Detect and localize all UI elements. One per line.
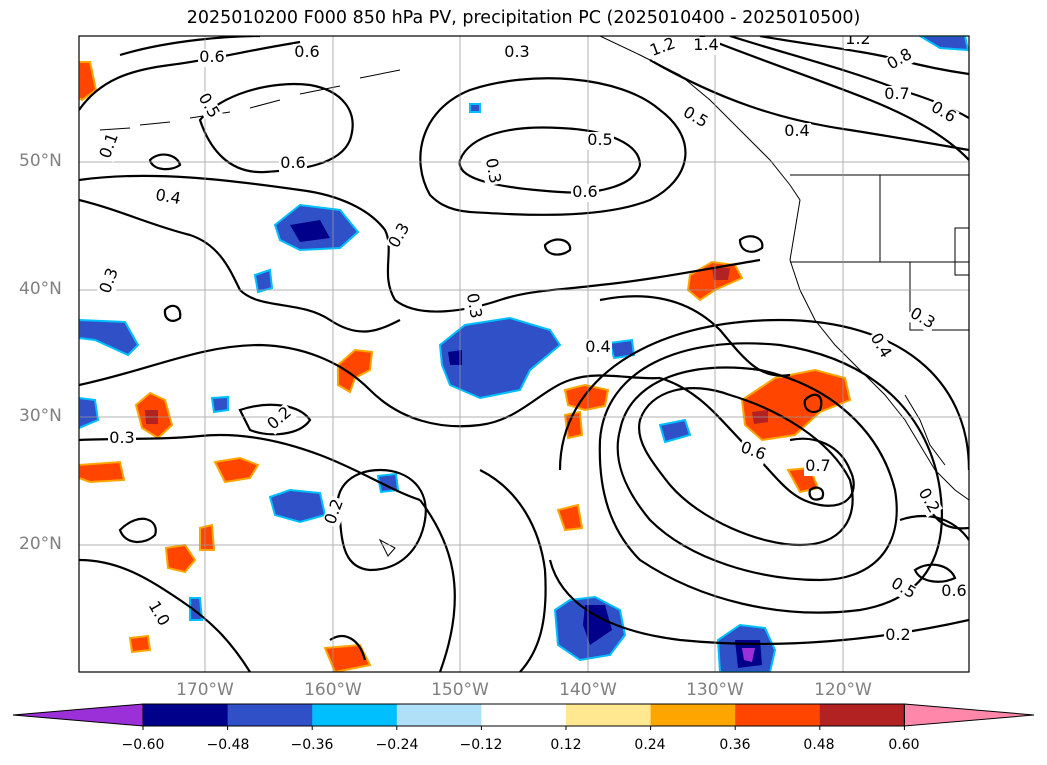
contour-label-background [905, 304, 939, 334]
contour-label: 0.4 [154, 185, 182, 208]
contour-label: 0.3 [109, 428, 134, 447]
colorbar-segment [819, 704, 905, 726]
contour-label-background [884, 627, 912, 645]
colorbar-tick-label: −0.36 [290, 737, 334, 753]
lon-label-160w: 160°W [304, 680, 362, 700]
colorbar-segment [227, 704, 313, 726]
contour-label: 1.2 [647, 33, 677, 60]
colorbar-tick-label: −0.12 [459, 737, 503, 753]
contour-label-background [678, 103, 712, 133]
lon-label-170w: 170°W [176, 680, 234, 700]
contour-label-background [883, 86, 911, 104]
contour-label: 0.6 [294, 42, 319, 61]
contour-label: 0.5 [587, 130, 612, 149]
colorbar-segment [312, 704, 398, 726]
contour-label-background [152, 186, 184, 210]
contour-label: 1.4 [693, 35, 718, 54]
colorbar-segment [481, 704, 567, 726]
lat-label-20n: 20°N [19, 534, 62, 554]
colorbar-segment [650, 704, 736, 726]
map-frame [78, 35, 970, 673]
contour-label-background [886, 574, 920, 604]
colorbar-tick-label: 0.24 [634, 737, 666, 753]
contour-label-background [96, 264, 124, 298]
contour-label-background [263, 403, 297, 435]
colorbar-tick-label: 0.12 [550, 737, 582, 753]
colorbar-segment [143, 704, 229, 726]
contour-label: 0.3 [504, 42, 529, 61]
contour-label-background [844, 36, 872, 49]
contour-label-background [108, 430, 136, 448]
lat-label-50n: 50°N [19, 151, 62, 171]
colorbar-frame [142, 703, 905, 727]
contour-label-background [646, 36, 680, 62]
colorbar-tick-label: −0.48 [206, 737, 250, 753]
contour-label: 0.6 [280, 153, 305, 172]
contour-label: 0.2 [885, 625, 910, 644]
contour-label-background [96, 129, 124, 163]
lon-label-150w: 150°W [431, 680, 489, 700]
contour-label-background [321, 495, 349, 529]
lon-label-120w: 120°W [814, 680, 872, 700]
contour-label-background [865, 329, 895, 363]
colorbar-tick-label: −0.24 [375, 737, 419, 753]
contour-label-background [198, 49, 226, 67]
contour-label-background [193, 89, 223, 123]
colorbar-extend-left [12, 703, 144, 727]
contour-label-background [584, 339, 612, 357]
precip-negative-patches [79, 36, 969, 672]
colorbar-segment [735, 704, 821, 726]
lat-label-30n: 30°N [19, 406, 62, 426]
colorbar-tick-label: −0.60 [121, 737, 165, 753]
colorbar-tick-label: 0.60 [888, 737, 920, 753]
contour-label-background [293, 44, 321, 62]
contour-label-background [480, 155, 504, 187]
lon-label-140w: 140°W [559, 680, 617, 700]
contour-label: 0.6 [199, 47, 224, 66]
colorbar-segment [396, 704, 482, 726]
contour-label-background [385, 219, 415, 253]
contour-label: 1.2 [845, 29, 870, 48]
contour-label: 0.4 [784, 121, 809, 140]
contour-label-background [279, 155, 307, 173]
contour-label-background [571, 184, 599, 202]
contour-label-background [586, 132, 614, 150]
contour-label-background [926, 98, 960, 128]
lat-label-40n: 40°N [19, 279, 62, 299]
colorbar [12, 703, 1035, 730]
colorbar-tick-label: 0.36 [719, 737, 751, 753]
contour-label: 0.3 [463, 292, 486, 320]
contour-label-background [692, 37, 720, 55]
contour-label: 0.6 [941, 581, 966, 600]
contour-label-background [461, 290, 485, 322]
map-area: 0.6 0.6 0.30.50.10.60.40.50.60.30.30.30.40… [79, 29, 969, 672]
colorbar-segment [566, 704, 652, 726]
contour-label-background [503, 44, 531, 62]
contour-label: 0.7 [805, 456, 830, 475]
map-title: 2025010200 F000 850 hPa PV, precipitatio… [186, 8, 861, 28]
graticule [79, 36, 969, 672]
contour-label: 0.3 [482, 157, 505, 185]
colorbar-tick-label: 0.48 [803, 737, 835, 753]
contour-label-background [940, 583, 968, 601]
colorbar-extend-right [903, 703, 1035, 727]
contour-label-background [883, 45, 917, 75]
contour-label-background [736, 438, 770, 466]
contour-label-background [804, 458, 832, 476]
contour-label-background [783, 123, 811, 141]
lon-label-130w: 130°W [686, 680, 744, 700]
contour-label-background [913, 484, 943, 518]
contour-label-background [143, 597, 173, 631]
contour-label: 0.6 [572, 182, 597, 201]
contour-label: 0.4 [585, 337, 610, 356]
contour-label: 0.7 [884, 84, 909, 103]
